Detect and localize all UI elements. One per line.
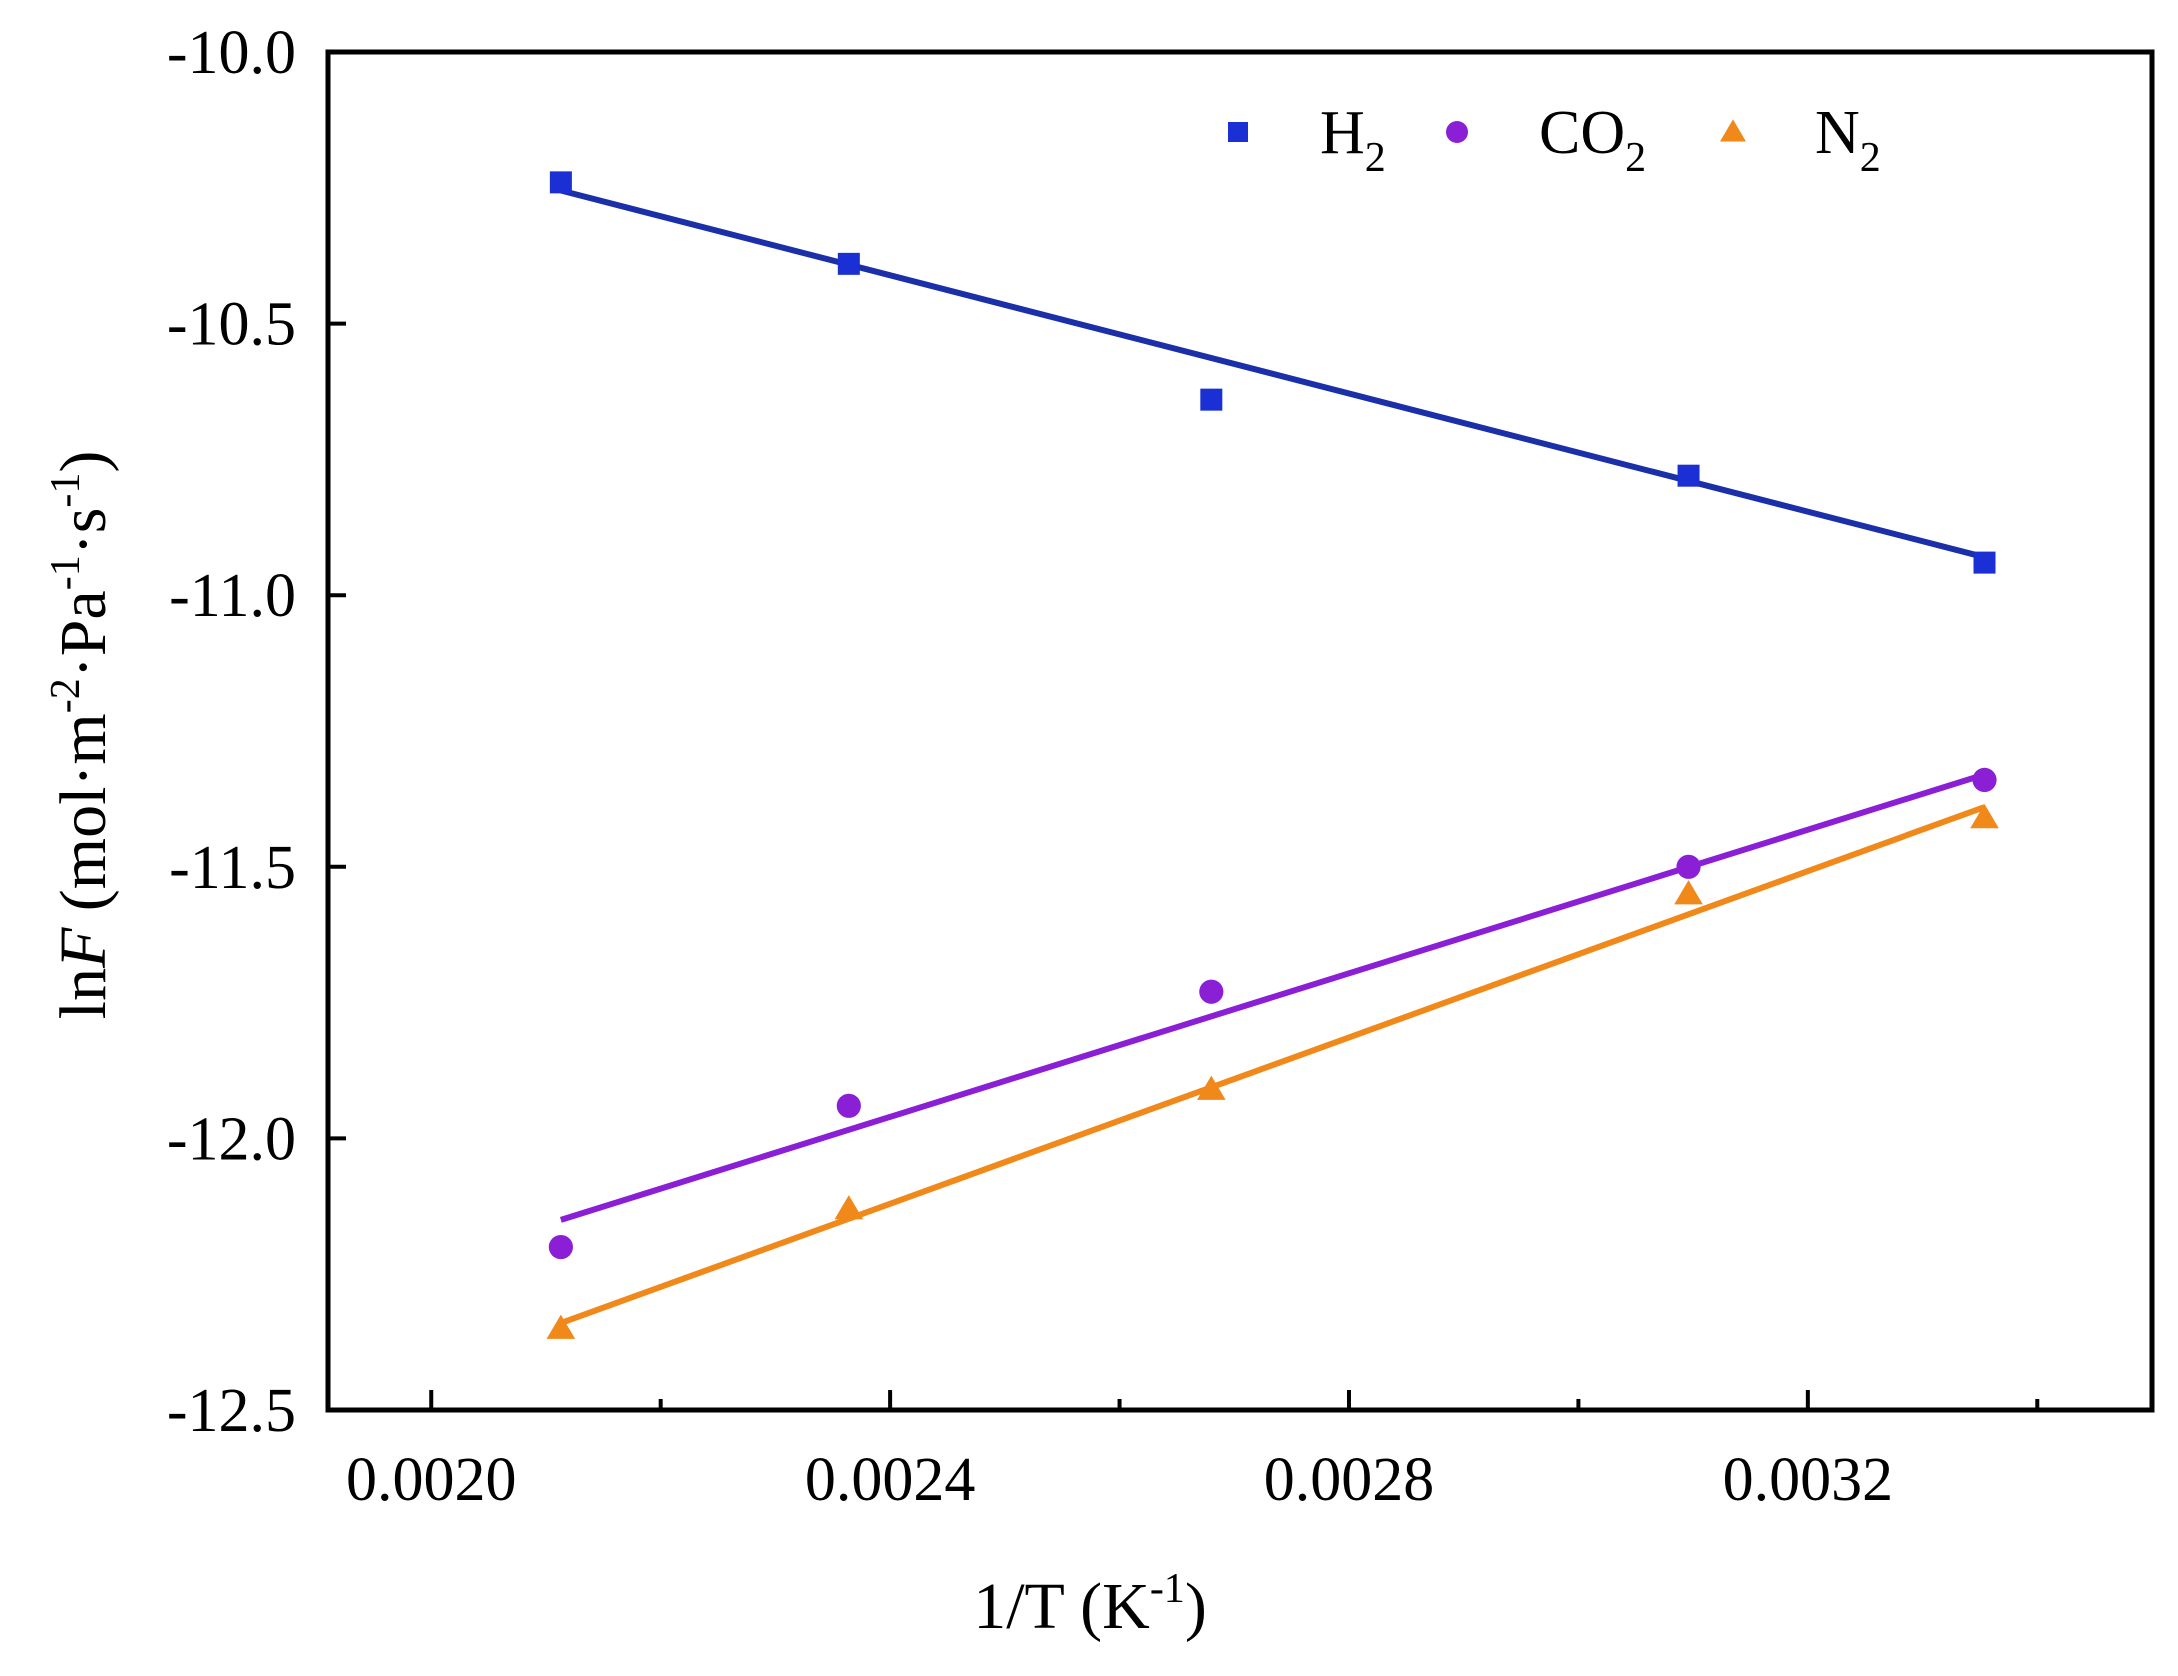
point-co2-4	[1972, 767, 1997, 792]
y-tick-label-5: -12.5	[167, 1377, 296, 1445]
point-h2-3	[1677, 464, 1700, 487]
legend-item-co2: CO2	[1446, 99, 1646, 181]
point-n2-1	[834, 1195, 864, 1220]
point-h2-1	[837, 252, 860, 275]
y-tick-label-4: -12.0	[167, 1105, 296, 1173]
legend: H2 CO2 N2	[1228, 99, 1881, 181]
legend-label-h2: H2	[1320, 99, 1386, 181]
data-points	[546, 171, 1999, 1339]
x-tick-label-2: 0.0028	[1264, 1446, 1435, 1514]
point-co2-1	[836, 1093, 861, 1118]
fit-line-n2	[559, 804, 1986, 1326]
point-h2-4	[1973, 551, 1996, 574]
fit-line-h2	[560, 187, 1986, 561]
point-n2-2	[1197, 1075, 1226, 1100]
point-h2-2	[1200, 388, 1223, 411]
x-tick-label-0: 0.0020	[346, 1446, 517, 1514]
axes	[325, 49, 2155, 1413]
point-co2-2	[1199, 979, 1224, 1004]
point-n2-4	[1970, 804, 1999, 829]
point-co2-3	[1676, 854, 1701, 879]
point-h2-0	[549, 171, 572, 194]
legend-label-co2: CO2	[1539, 99, 1646, 181]
legend-label-n2: N2	[1815, 99, 1881, 181]
y-tick-label-1: -10.5	[167, 291, 296, 359]
legend-marker-h2	[1228, 122, 1248, 142]
y-tick-label-2: -11.0	[169, 562, 296, 630]
point-n2-0	[546, 1314, 576, 1339]
legend-item-h2: H2	[1228, 99, 1386, 181]
fit-lines	[559, 187, 1986, 1326]
legend-marker-co2	[1446, 121, 1468, 143]
ticks: -10.0 -10.5 -11.0 -11.5 -12.0 -12.5 0.0020 0.00…	[167, 19, 2040, 1514]
y-tick-label-3: -11.5	[169, 834, 296, 902]
y-axis-title: lnF (mol·m-2·Pa-1·s-1)	[43, 451, 120, 1020]
x-tick-label-1: 0.0024	[805, 1446, 976, 1514]
point-co2-0	[548, 1234, 573, 1260]
legend-marker-n2	[1720, 119, 1746, 142]
legend-item-n2: N2	[1720, 99, 1881, 181]
point-n2-3	[1674, 880, 1703, 905]
x-tick-label-3: 0.0032	[1723, 1446, 1894, 1514]
fit-line-co2	[559, 771, 1986, 1223]
plot-frame	[325, 49, 2155, 1413]
y-tick-label-0: -10.0	[167, 19, 296, 87]
x-axis-title: 1/T (K-1)	[973, 1566, 1207, 1643]
